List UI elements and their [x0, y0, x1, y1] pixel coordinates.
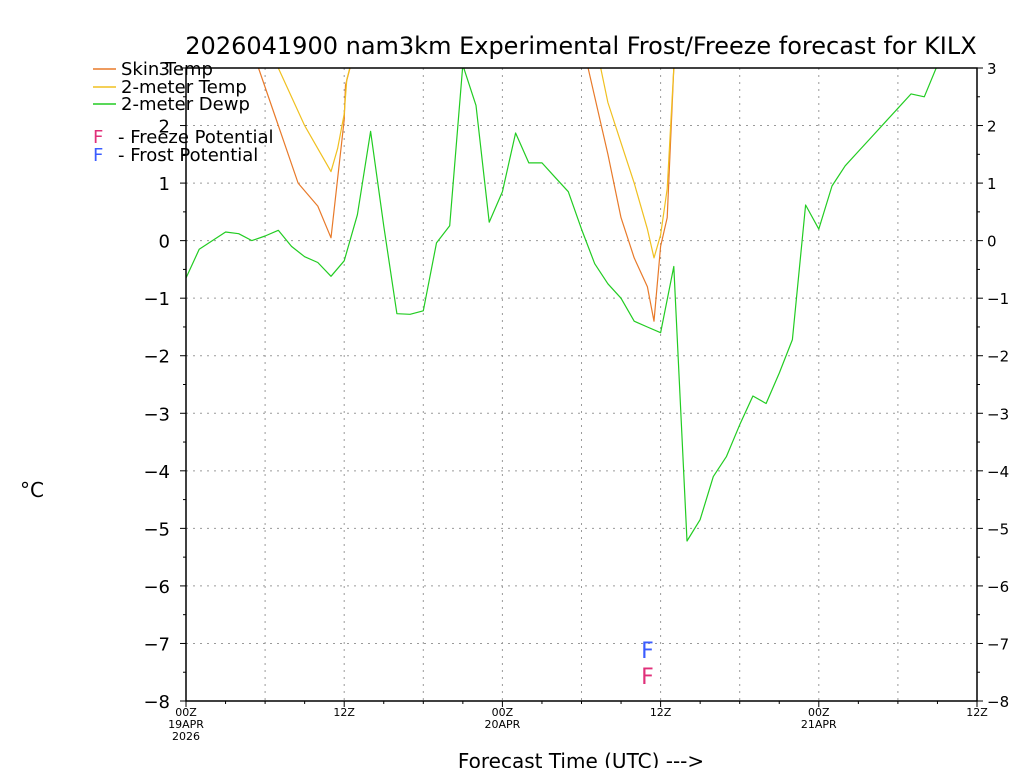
y-tick-label-right: −5 [987, 520, 1009, 538]
x-tick-label: 12Z [650, 706, 672, 719]
y-tick-label-right: −6 [987, 578, 1009, 596]
y-tick-label-left: 3 [159, 59, 170, 80]
y-tick-label-left: −2 [143, 347, 170, 368]
x-tick-label: 19APR [168, 718, 204, 731]
y-tick-label-right: 3 [987, 60, 997, 78]
x-tick-label: 21APR [801, 718, 837, 731]
series-line-2-meter-dewp [186, 68, 937, 542]
x-tick-label: 12Z [966, 706, 988, 719]
frost-marker: F [641, 639, 654, 664]
frost-freeze-markers: FF [641, 639, 654, 690]
y-tick-label-left: −1 [143, 289, 170, 310]
y-tick-label-right: −1 [987, 290, 1009, 308]
x-axis-label: Forecast Time (UTC) ---> [458, 749, 704, 768]
legend-label: - Freeze Potential [118, 127, 274, 148]
x-tick-label: 20APR [484, 718, 520, 731]
y-tick-label-left: 1 [159, 174, 170, 195]
legend-label: 2-meter Dewp [121, 94, 250, 115]
y-axis-label: °C [20, 478, 44, 502]
y-tick-label-left: −3 [143, 404, 170, 425]
series-line-skin-temp [257, 68, 675, 322]
legend-marker-glyph: F [93, 145, 103, 166]
x-tick-label: 00Z [492, 706, 514, 719]
legend-marker-glyph: F [93, 127, 103, 148]
x-tick-label: 00Z [808, 706, 830, 719]
y-tick-label-left: 2 [159, 117, 170, 138]
y-tick-label-right: −4 [987, 463, 1009, 481]
series-line-2-meter-temp [277, 68, 675, 259]
y-tick-label-right: 2 [987, 118, 997, 136]
y-tick-label-right: −2 [987, 348, 1009, 366]
legend-label: Skin Temp [121, 59, 213, 80]
x-tick-label: 00Z [175, 706, 197, 719]
chart-title: 2026041900 nam3km Experimental Frost/Fre… [185, 32, 976, 60]
y-tick-label-left: −7 [143, 634, 170, 655]
y-tick-label-right: 0 [987, 233, 997, 251]
y-tick-label-right: −7 [987, 635, 1009, 653]
legend-label: - Frost Potential [118, 145, 258, 166]
freeze-marker: F [641, 665, 654, 690]
y-tick-label-left: 0 [159, 232, 170, 253]
y-tick-label-left: −8 [143, 692, 170, 713]
series-group [186, 68, 937, 542]
y-tick-label-left: −6 [143, 577, 170, 598]
axis-ticks: 3 3 2 2 1 1 0 0 −1 −1 −2 −2 −3 −3 −4 −4 −5 −5 −6 −6 −7 −7 −8 −8… [143, 59, 1009, 743]
legend-label: 2-meter Temp [121, 77, 247, 98]
y-tick-label-right: −3 [987, 405, 1009, 423]
gridlines [186, 68, 977, 701]
y-tick-label-right: 1 [987, 175, 997, 193]
y-tick-label-right: −8 [987, 693, 1009, 711]
x-tick-label: 2026 [172, 730, 200, 743]
y-tick-label-left: −4 [143, 462, 170, 483]
y-tick-label-left: −5 [143, 519, 170, 540]
x-tick-label: 12Z [333, 706, 355, 719]
